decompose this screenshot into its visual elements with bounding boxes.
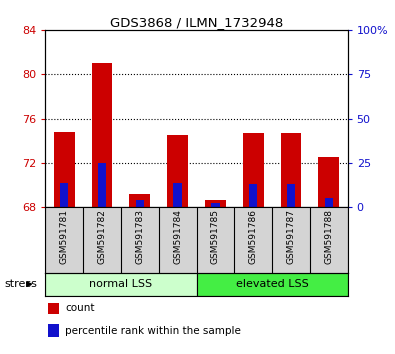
Bar [280,133,301,207]
Bar [130,194,150,207]
Text: GSM591788: GSM591788 [324,209,333,264]
Text: normal LSS: normal LSS [89,279,152,289]
Bar [205,200,226,207]
Title: GDS3868 / ILMN_1732948: GDS3868 / ILMN_1732948 [110,16,283,29]
Text: elevated LSS: elevated LSS [236,279,308,289]
Text: GSM591783: GSM591783 [135,209,144,264]
Text: GSM591781: GSM591781 [60,209,69,264]
Bar [318,157,339,207]
Bar [92,63,113,207]
Bar [136,200,144,207]
Bar [167,135,188,207]
Bar [49,301,59,314]
Bar [249,184,257,207]
Bar [45,273,197,296]
Bar [211,202,220,207]
Text: stress: stress [4,279,37,289]
Bar [287,184,295,207]
Bar [54,132,75,207]
Bar [173,183,182,207]
Text: GSM591782: GSM591782 [98,209,107,264]
Text: GSM591784: GSM591784 [173,209,182,264]
Bar [325,198,333,207]
Text: count: count [65,303,94,313]
Bar [98,163,106,207]
Bar [49,324,59,337]
Text: GSM591787: GSM591787 [286,209,295,264]
Bar [243,133,263,207]
Text: GSM591785: GSM591785 [211,209,220,264]
Bar [60,183,68,207]
Text: percentile rank within the sample: percentile rank within the sample [65,326,241,336]
Bar [197,273,348,296]
Text: GSM591786: GSM591786 [249,209,258,264]
